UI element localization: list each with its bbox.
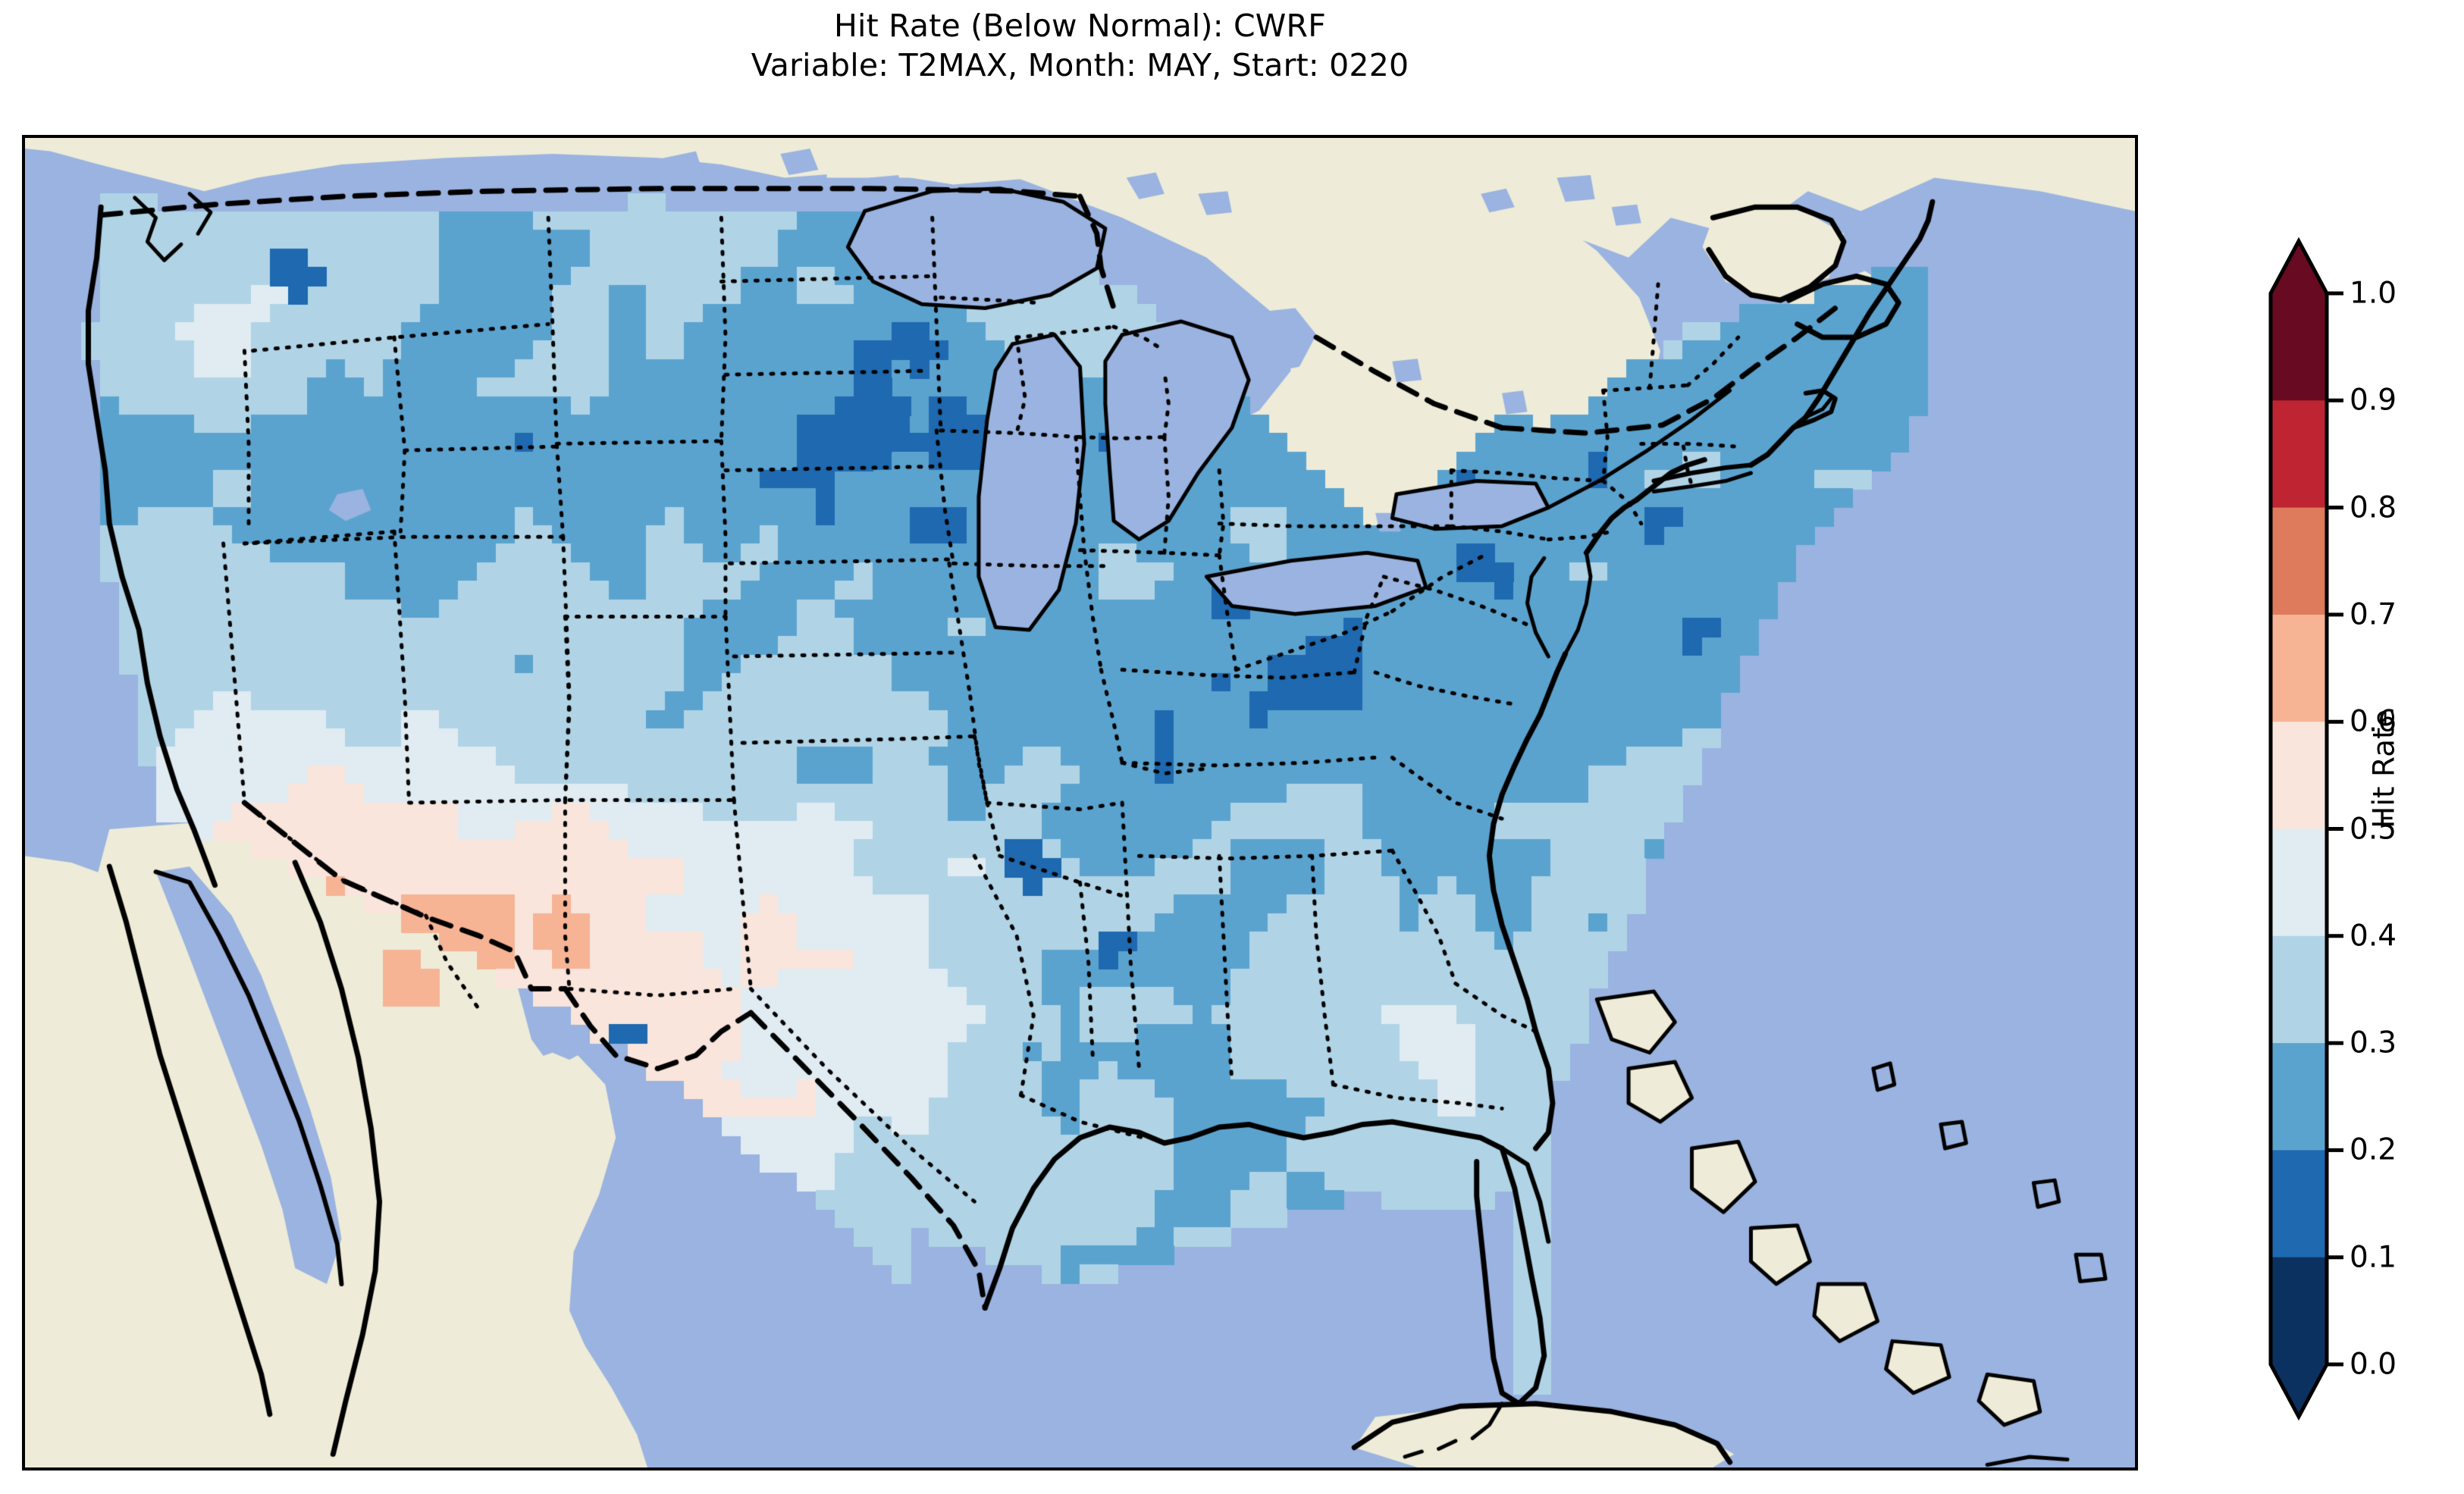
chart-title: Hit Rate (Below Normal): CWRF Variable: …	[0, 6, 2160, 86]
colorbar-tick-0-1: 0.1	[2350, 1240, 2397, 1275]
colorbar-tick-0-5: 0.5	[2350, 812, 2397, 846]
colorbar-tick-0-9: 0.9	[2350, 383, 2397, 418]
colorbar-tick-0-6: 0.6	[2350, 704, 2397, 739]
map-plot-area	[22, 135, 2138, 1471]
colorbar: 1.0 0.9 0.8 0.7 0.6 0.5 0.4 0.3 0.2 0.1 0.0 Hit Ra…	[2268, 236, 2402, 1421]
title-line-1: Hit Rate (Below Normal): CWRF	[834, 8, 1326, 44]
colorbar-tick-0-0: 0.0	[2350, 1347, 2397, 1382]
colorbar-tick-0-8: 0.8	[2350, 490, 2397, 525]
colorbar-tick-0-2: 0.2	[2350, 1132, 2397, 1167]
colorbar-axis-label: Hit Rate	[2367, 709, 2402, 828]
hit-rate-heatmap	[25, 138, 2135, 1467]
colorbar-tick-0-3: 0.3	[2350, 1026, 2397, 1060]
colorbar-tick-0-7: 0.7	[2350, 597, 2397, 632]
colorbar-gradient	[2268, 236, 2343, 1421]
title-line-2: Variable: T2MAX, Month: MAY, Start: 0220	[751, 47, 1409, 84]
colorbar-tick-1-0: 1.0	[2350, 276, 2397, 311]
colorbar-tick-0-4: 0.4	[2350, 919, 2397, 954]
